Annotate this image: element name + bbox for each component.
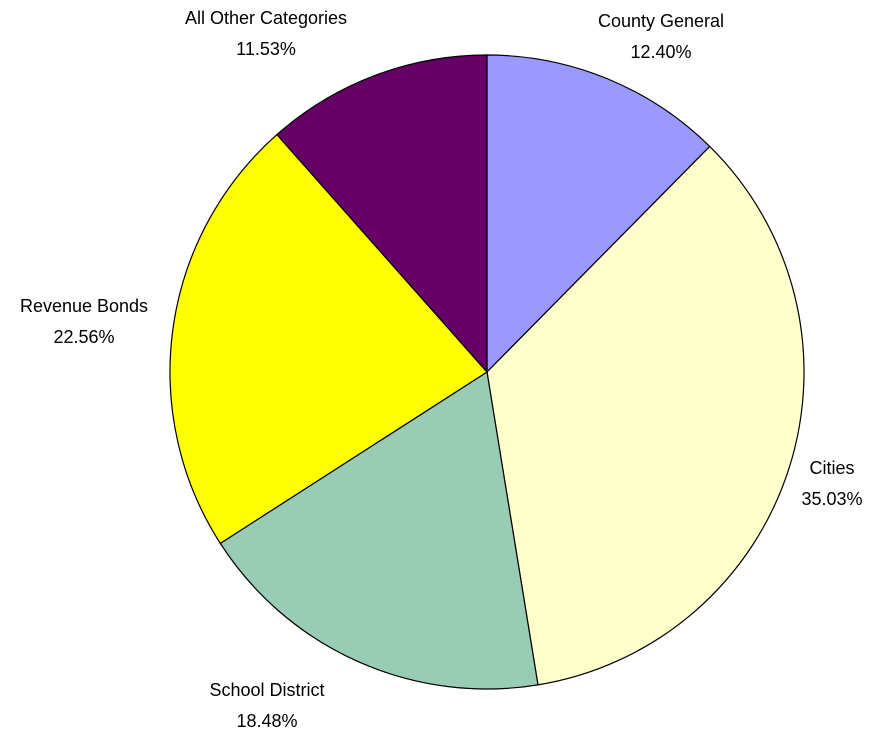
slice-label-all-other-categories: All Other Categories (185, 8, 347, 28)
pie-labels: County General 12.40% Cities 35.03% School D… (20, 8, 863, 731)
slice-label-school-district: School District (209, 680, 324, 700)
pie-slices (169, 54, 805, 690)
slice-percent-county-general: 12.40% (630, 42, 691, 62)
slice-percent-revenue-bonds: 22.56% (53, 327, 114, 347)
slice-label-cities: Cities (809, 458, 854, 478)
pie-slice-all-other-categories (276, 54, 488, 374)
slice-percent-all-other-categories: 11.53% (236, 39, 296, 59)
pie-slice-revenue-bonds (169, 133, 488, 545)
pie-slice-school-district (219, 371, 539, 690)
slice-percent-school-district: 18.48% (236, 711, 297, 731)
pie-slice-cities (486, 145, 805, 686)
slice-percent-cities: 35.03% (801, 489, 862, 509)
slice-label-county-general: County General (598, 11, 724, 31)
slice-label-revenue-bonds: Revenue Bonds (20, 296, 148, 316)
pie-slice-county-general (486, 54, 711, 374)
